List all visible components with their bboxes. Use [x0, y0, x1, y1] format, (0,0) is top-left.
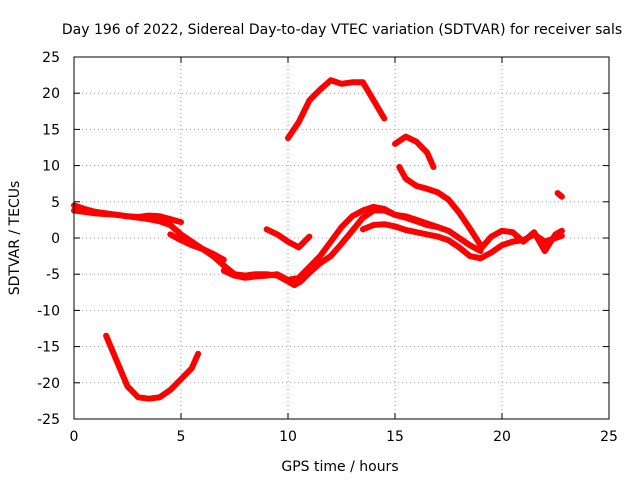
x-tick-label: 0 — [70, 429, 79, 445]
series-arc-i — [392, 133, 437, 170]
series-arc-h — [285, 77, 388, 142]
series-arc-j — [103, 332, 202, 402]
tick-labels: 0 5 10 15 20 25 -25 -20 -15 -10 -5 0 5 10 15 20 25 — [37, 50, 618, 445]
y-tick-label: -25 — [37, 412, 60, 428]
y-tick-label: -5 — [46, 267, 60, 283]
y-axis-title: SDTVAR / TECUs — [7, 181, 23, 296]
x-axis-title: GPS time / hours — [281, 459, 398, 475]
chart-title: Day 196 of 2022, Sidereal Day-to-day VTE… — [62, 22, 622, 38]
series-arc-d — [263, 226, 313, 251]
y-tick-label: 25 — [42, 50, 60, 66]
x-tick-label: 10 — [279, 429, 297, 445]
y-tick-label: 10 — [42, 159, 60, 175]
y-tick-label: 0 — [51, 231, 60, 247]
y-tick-label: 15 — [42, 122, 60, 138]
y-tick-label: -15 — [37, 340, 60, 356]
x-tick-label: 25 — [600, 429, 618, 445]
series-arc-f — [396, 164, 484, 249]
y-tick-label: -20 — [37, 376, 60, 392]
y-tick-label: 5 — [51, 195, 60, 211]
ticks — [73, 56, 610, 420]
x-tick-label: 15 — [386, 429, 404, 445]
series-arc-g — [477, 227, 565, 254]
series-arc-c — [220, 203, 484, 283]
series-arc-k — [554, 190, 565, 200]
y-tick-label: 20 — [42, 86, 60, 102]
x-tick-label: 5 — [177, 429, 186, 445]
series-group — [71, 77, 565, 402]
y-tick-label: -10 — [37, 303, 60, 319]
x-tick-label: 20 — [493, 429, 511, 445]
